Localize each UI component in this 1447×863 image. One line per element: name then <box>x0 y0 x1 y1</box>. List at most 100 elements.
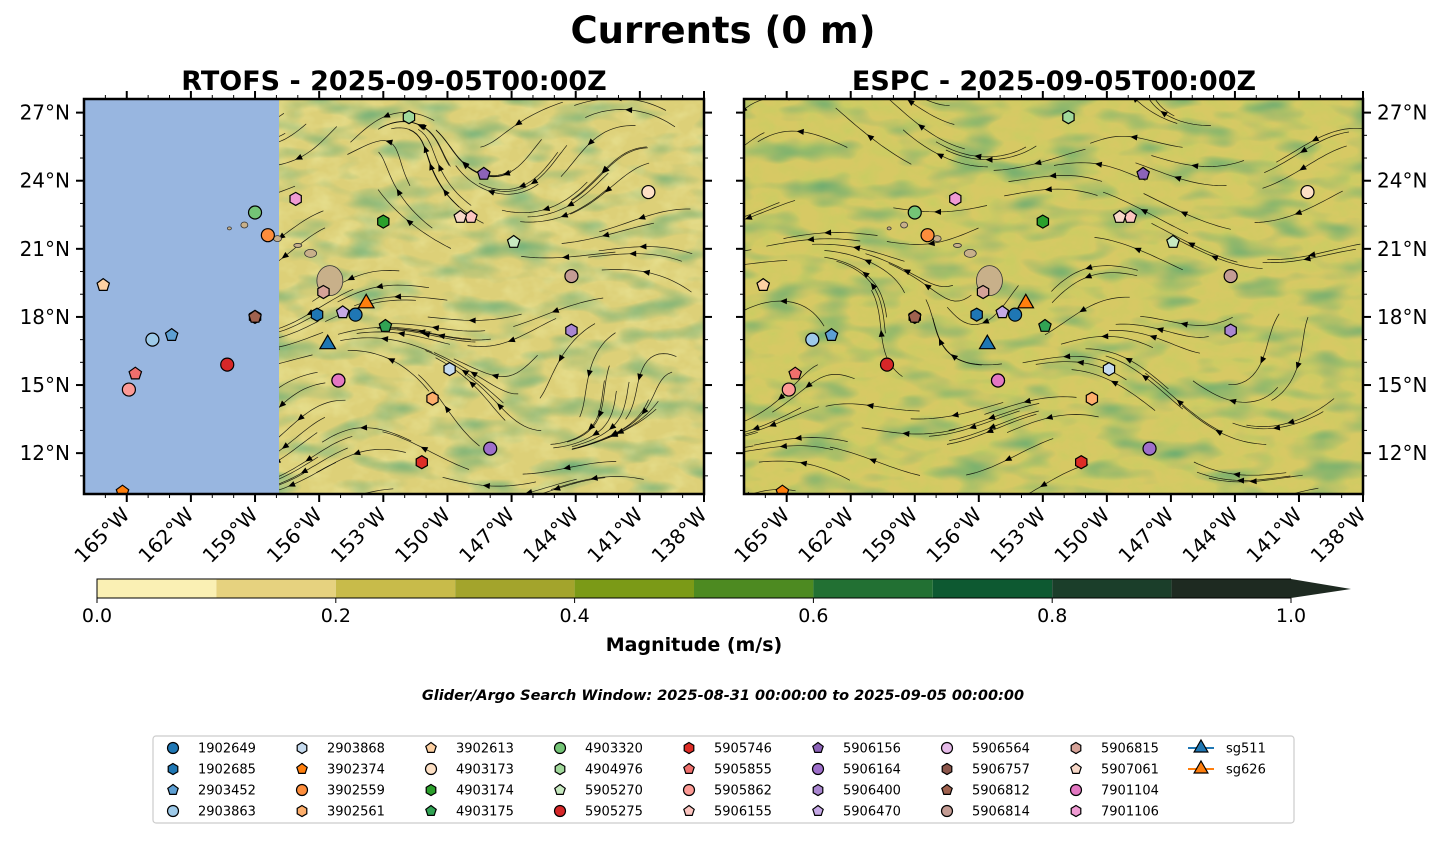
legend-label-5905275: 5905275 <box>585 805 643 820</box>
streamline-arrow <box>796 128 804 135</box>
streamline-arrow <box>744 105 748 113</box>
colorbar: 0.0 0.2 0.4 0.6 0.8 1.0 Magnitude (m/s) <box>82 578 1351 656</box>
observation-7901106 <box>949 191 962 207</box>
observation-3902613 <box>756 277 771 291</box>
streamline-arrow <box>616 428 625 434</box>
streamline <box>574 99 667 111</box>
x-tick-label: 156°W <box>262 502 327 567</box>
observation-3902561 <box>426 391 439 406</box>
rtofs-panel: RTOFS - 2025-09-05T00:00Z 165°W 162°W 159°… <box>20 66 712 568</box>
rtofs-axis-ticks <box>76 91 712 502</box>
streamline-arrow <box>1232 471 1241 478</box>
observation-5906815 <box>976 284 990 300</box>
colorbar-cell <box>932 579 1053 598</box>
streamline-arrow <box>927 240 935 247</box>
espc-streamlines <box>729 99 1363 494</box>
observation-5906812 <box>907 309 922 323</box>
streamline-arrow <box>300 467 309 474</box>
streamline-arrow <box>502 169 511 176</box>
streamline-arrow <box>394 293 402 300</box>
streamline-arrow <box>360 424 368 431</box>
observation-5906164 <box>1142 441 1157 456</box>
streamline <box>744 260 788 265</box>
legend-marker-5905862 <box>682 783 696 797</box>
streamline-arrow <box>988 423 996 429</box>
legend-marker-3902559 <box>295 783 309 797</box>
observation-sg511 <box>978 334 997 350</box>
colorbar-tick-label: 0.6 <box>798 605 828 627</box>
streamline-arrow <box>279 400 287 408</box>
colorbar-tick-label: 0.4 <box>559 605 589 627</box>
streamline-arrow <box>729 217 737 225</box>
legend-label-5905746: 5905746 <box>714 742 772 757</box>
streamline-arrow <box>602 231 610 238</box>
x-tick-label: 150°W <box>1049 502 1114 567</box>
colorbar-cell <box>694 579 814 598</box>
legend-label-5906164: 5906164 <box>843 763 901 778</box>
legend: 1902649 1902685 2903452 2903863 2903868 39023… <box>152 735 1295 824</box>
streamline-arrow <box>1300 146 1308 153</box>
streamline-arrow <box>1094 161 1103 168</box>
x-tick-label: 150°W <box>390 502 455 567</box>
streamline-arrow <box>542 205 551 212</box>
streamline-arrow <box>560 211 569 218</box>
streamline-arrow <box>375 283 384 289</box>
x-tick-label: 147°W <box>1113 502 1178 567</box>
observation-5906815 <box>317 284 330 300</box>
colorbar-cell <box>1171 579 1291 598</box>
streamline-arrow <box>558 354 565 362</box>
espc-y-tick-labels: 27°N 24°N 21°N 18°N 15°N 12°N <box>1377 101 1427 466</box>
observation-5906814 <box>1223 268 1238 284</box>
observation-3902559 <box>260 228 275 243</box>
legend-marker-4903173 <box>424 762 438 776</box>
legend-label-2903452: 2903452 <box>198 784 256 799</box>
streamline-arrow <box>1160 110 1168 118</box>
streamline-arrow <box>462 162 470 170</box>
streamline-arrow <box>385 139 393 146</box>
x-tick-label: 156°W <box>921 502 986 567</box>
legend-label-5906156: 5906156 <box>843 742 901 757</box>
colorbar-cell <box>216 579 336 598</box>
legend-label-4903320: 4903320 <box>585 742 643 757</box>
streamline-arrow <box>769 421 777 427</box>
streamline-arrow <box>1249 478 1257 485</box>
streamline-arrow <box>443 188 450 197</box>
streamline-arrow <box>1187 242 1196 249</box>
streamline-arrow <box>1125 357 1133 364</box>
streamline-arrow <box>288 481 296 487</box>
streamline-arrow <box>639 243 647 250</box>
x-tick-label: 138°W <box>1306 502 1371 567</box>
observation-5906470 <box>995 305 1010 319</box>
streamline-arrow <box>497 403 505 411</box>
streamline-arrow <box>988 413 996 420</box>
x-tick-label: 141°W <box>582 502 647 567</box>
streamline-arrow <box>642 269 651 276</box>
observation-7901104 <box>990 373 1006 388</box>
streamline-arrow <box>981 317 990 324</box>
colorbar-cell <box>455 579 575 598</box>
legend-marker-5906815 <box>1070 741 1082 755</box>
x-tick-label: 138°W <box>647 502 712 567</box>
x-tick-label: 165°W <box>69 502 134 567</box>
streamline-arrow <box>566 200 575 207</box>
x-tick-label: 153°W <box>985 502 1050 567</box>
streamline-arrow <box>1004 455 1013 462</box>
observation-5905275 <box>220 357 235 372</box>
observation-5906470 <box>335 305 350 319</box>
streamline <box>744 132 765 147</box>
colorbar-extend-arrow <box>1291 579 1351 598</box>
x-tick-label: 144°W <box>518 502 583 567</box>
island-4 <box>240 221 249 229</box>
legend-label-5906400: 5906400 <box>843 784 901 799</box>
legend-label-7901106: 7901106 <box>1101 805 1159 820</box>
observation-5905862 <box>781 382 796 397</box>
streamline-arrow <box>487 189 496 196</box>
observation-4903174 <box>377 214 390 229</box>
streamline-arrow <box>1084 272 1093 279</box>
observation-5906400 <box>1224 323 1237 338</box>
observation-5905270 <box>506 234 521 248</box>
streamline-arrow <box>381 336 389 343</box>
legend-label-4903173: 4903173 <box>456 763 514 778</box>
observation-2903863 <box>805 332 820 347</box>
y-tick-label: 18°N <box>20 305 70 329</box>
